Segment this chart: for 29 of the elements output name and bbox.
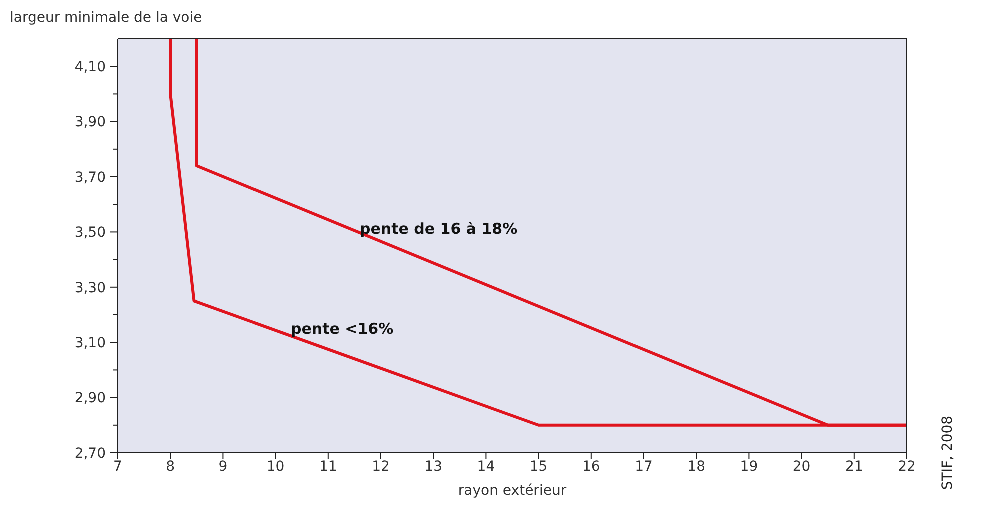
annotation: pente <16% [291, 320, 394, 338]
x-tick-label: 19 [740, 458, 758, 475]
x-tick-label: 21 [845, 458, 864, 475]
y-tick-label: 3,70 [74, 170, 106, 186]
x-tick-label: 12 [372, 458, 390, 475]
y-axis-title: largeur minimale de la voie [10, 10, 202, 26]
x-tick-label: 18 [688, 458, 706, 475]
x-tick-label: 13 [424, 458, 443, 475]
y-tick-label: 2,70 [74, 446, 106, 462]
x-tick-label: 14 [477, 458, 496, 475]
x-tick-label: 8 [166, 458, 176, 475]
text: STIF, 2008 [940, 416, 956, 490]
y-tick-label: 3,90 [74, 114, 106, 131]
x-tick-label: 15 [530, 458, 548, 475]
x-tick-label: 9 [218, 458, 228, 475]
y-tick-label: 3,30 [74, 280, 106, 296]
y-tick-label: 2,90 [74, 390, 106, 407]
x-tick-label: 10 [266, 458, 285, 475]
y-tick-label: 4,10 [74, 60, 106, 76]
x-axis-title: rayon extérieur [458, 483, 567, 499]
x-tick-label: 7 [114, 458, 122, 475]
x-tick-label: 20 [792, 458, 811, 475]
x-tick-label: 22 [898, 458, 916, 475]
annotation: pente de 16 à 18% [360, 220, 518, 238]
x-tick-label: 11 [319, 458, 338, 475]
y-tick-label: 3,50 [74, 225, 106, 242]
x-tick-label: 16 [582, 458, 600, 475]
x-tick-label: 17 [635, 458, 653, 475]
y-tick-label: 3,10 [74, 336, 106, 352]
